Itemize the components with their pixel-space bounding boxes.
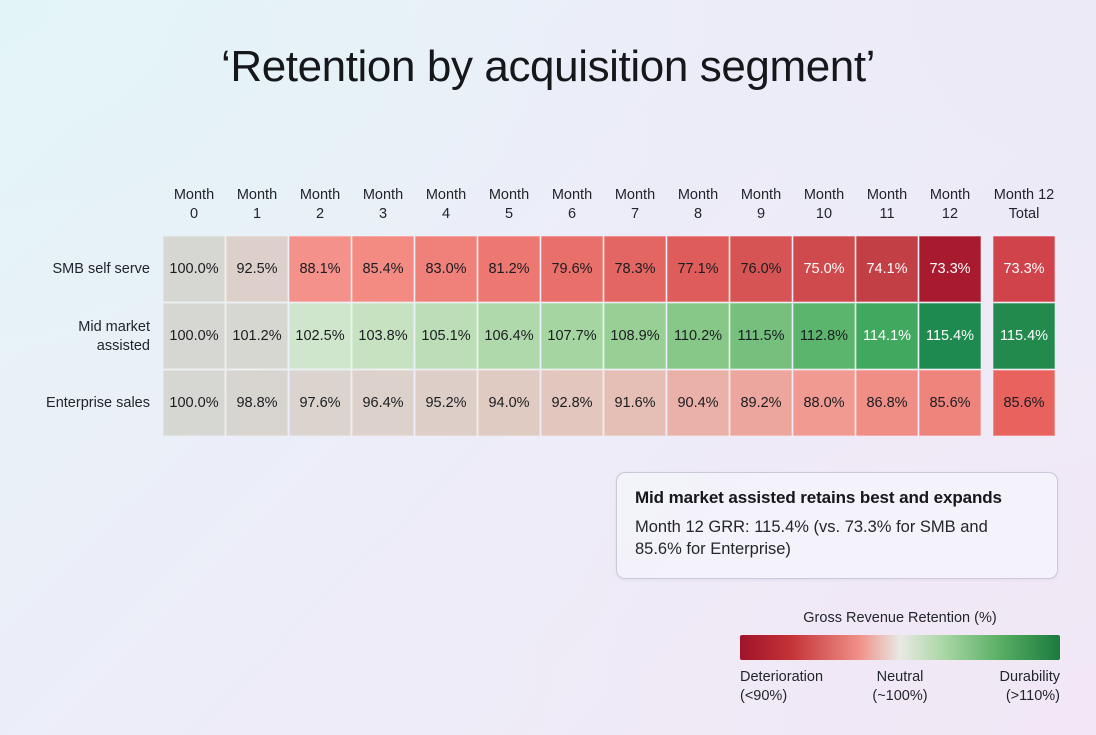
legend-stop: Deterioration (<90%) [740,668,847,706]
legend-stop-label: Neutral [876,669,924,685]
legend-stop: Durability (>110%) [953,668,1060,706]
heatmap-cell: 115.4% [919,303,981,369]
heatmap-corner-cell [0,178,163,236]
heatmap-total-cell: 115.4% [993,303,1055,369]
heatmap-cell: 81.2% [478,236,540,302]
heatmap-cell: 85.6% [919,370,981,436]
heatmap-cell: 89.2% [730,370,792,436]
column-header: Month 9 [740,187,782,223]
heatmap-total-cell: 73.3% [993,236,1055,302]
heatmap-cell: 105.1% [415,303,477,369]
legend-stop-sub: (~100%) [872,687,928,704]
legend-title: Gross Revenue Retention (%) [803,610,997,626]
heatmap-cell: 73.3% [919,236,981,302]
heatmap-cell: 94.0% [478,370,540,436]
column-header: Month 8 [677,187,719,223]
heatmap-cell: 90.4% [667,370,729,436]
page-title: ‘Retention by acquisition segment’ [220,42,876,91]
heatmap-cell: 103.8% [352,303,414,369]
heatmap-cell: 112.8% [793,303,855,369]
cell-spacer [982,370,993,437]
heatmap-cell: 100.0% [163,370,225,436]
column-header: Month 4 [425,187,467,223]
legend-gradient-bar [740,635,1060,660]
heatmap-cell: 107.7% [541,303,603,369]
column-header: Month 6 [551,187,593,223]
heatmap-cell: 78.3% [604,236,666,302]
column-header: Month 1 [236,187,278,223]
heatmap-cell: 91.6% [604,370,666,436]
legend-stop-sub: (<90%) [740,687,788,704]
heatmap-cell: 92.8% [541,370,603,436]
heatmap-cell: 100.0% [163,303,225,369]
heatmap-cell: 86.8% [856,370,918,436]
heatmap-row: Enterprise sales 100.0% 98.8% 97.6% 96.4% 95.… [0,370,1056,437]
row-label: Enterprise sales [46,395,150,412]
heatmap-cell: 77.1% [667,236,729,302]
heatmap-total-cell: 85.6% [993,370,1055,436]
column-header: Month 2 [299,187,341,223]
heatmap-cell: 79.6% [541,236,603,302]
heatmap-cell: 97.6% [289,370,351,436]
color-legend: Gross Revenue Retention (%) Deterioratio… [740,610,1060,706]
callout-title: Mid market assisted retains best and exp… [635,488,1002,507]
row-label: Mid market assisted [78,319,150,354]
retention-heatmap: Month 0 Month 1 Month 2 Month 3 Month 4 Month 5 Mont… [0,178,1056,437]
heatmap-cell: 88.1% [289,236,351,302]
heatmap-cell: 114.1% [856,303,918,369]
column-header: Month 7 [614,187,656,223]
heatmap-cell: 110.2% [667,303,729,369]
insight-callout: Mid market assisted retains best and exp… [616,472,1058,579]
legend-labels: Deterioration (<90%) Neutral (~100%) Durabil… [740,668,1060,706]
column-header: Month 5 [488,187,530,223]
heatmap-cell: 74.1% [856,236,918,302]
heatmap-cell: 106.4% [478,303,540,369]
heatmap-cell: 88.0% [793,370,855,436]
heatmap-cell: 75.0% [793,236,855,302]
cell-spacer [982,236,993,303]
column-header: Month 10 [803,187,845,223]
heatmap-cell: 96.4% [352,370,414,436]
cell-spacer [982,303,993,370]
heatmap-body: SMB self serve 100.0% 92.5% 88.1% 85.4% 83.0%… [0,236,1056,437]
legend-stop: Neutral (~100%) [847,668,954,706]
column-header: Month 12 [929,187,971,223]
heatmap-cell: 85.4% [352,236,414,302]
heatmap-cell: 76.0% [730,236,792,302]
callout-body: Month 12 GRR: 115.4% (vs. 73.3% for SMB … [635,518,988,558]
heatmap-cell: 83.0% [415,236,477,302]
heatmap-cell: 111.5% [730,303,792,369]
heatmap-cell: 108.9% [604,303,666,369]
heatmap-row: SMB self serve 100.0% 92.5% 88.1% 85.4% 83.0%… [0,236,1056,303]
heatmap-cell: 92.5% [226,236,288,302]
column-header: Month 12 Total [993,187,1055,223]
heatmap-cell: 100.0% [163,236,225,302]
heatmap-cell: 101.2% [226,303,288,369]
row-label: SMB self serve [52,261,151,278]
heatmap-row: Mid market assisted 100.0% 101.2% 102.5% 103.… [0,303,1056,370]
legend-stop-label: Durability [999,669,1060,685]
column-header: Month 11 [866,187,908,223]
legend-stop-sub: (>110%) [1005,687,1060,704]
heatmap-cell: 95.2% [415,370,477,436]
heatmap-cell: 98.8% [226,370,288,436]
heatmap-header-row: Month 0 Month 1 Month 2 Month 3 Month 4 Month 5 Mont… [0,178,1056,236]
legend-stop-label: Deterioration [740,669,824,685]
header-spacer [982,178,993,236]
heatmap-cell: 102.5% [289,303,351,369]
column-header: Month 3 [362,187,404,223]
column-header: Month 0 [173,187,215,223]
